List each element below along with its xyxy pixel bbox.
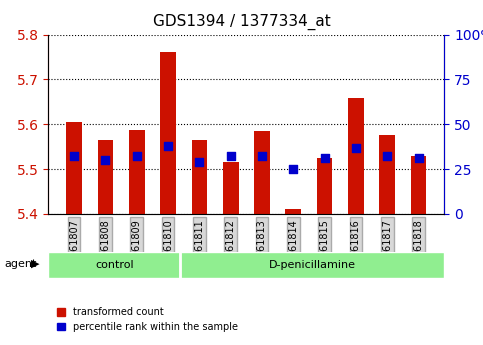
Point	[352, 145, 360, 150]
Point	[289, 166, 297, 172]
Bar	[98, 140, 114, 214]
Bar	[411, 157, 426, 214]
Text: agent: agent	[5, 259, 37, 269]
Point	[321, 156, 328, 161]
Text: control: control	[95, 260, 134, 270]
Point	[384, 154, 391, 159]
Bar	[285, 209, 301, 214]
Point	[164, 143, 172, 148]
Point	[70, 154, 78, 159]
Bar	[254, 131, 270, 214]
Bar	[66, 122, 82, 214]
FancyBboxPatch shape	[180, 252, 444, 278]
Text: D-penicillamine: D-penicillamine	[269, 260, 356, 270]
Point	[227, 154, 235, 159]
Bar	[192, 140, 207, 214]
Point	[196, 159, 203, 165]
Bar	[129, 130, 144, 214]
Bar	[379, 136, 395, 214]
Legend: transformed count, percentile rank within the sample: transformed count, percentile rank withi…	[53, 303, 242, 336]
Bar	[160, 51, 176, 214]
Bar	[317, 158, 332, 214]
Point	[133, 154, 141, 159]
Bar	[223, 162, 239, 214]
Point	[415, 156, 423, 161]
Point	[101, 157, 109, 163]
Text: ▶: ▶	[31, 259, 40, 269]
Text: GDS1394 / 1377334_at: GDS1394 / 1377334_at	[153, 14, 330, 30]
Point	[258, 154, 266, 159]
FancyBboxPatch shape	[48, 252, 180, 278]
Bar	[348, 98, 364, 214]
